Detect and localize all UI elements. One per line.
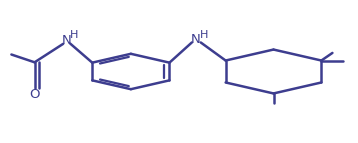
Text: N: N xyxy=(62,34,72,47)
Text: H: H xyxy=(200,30,208,40)
Text: N: N xyxy=(191,33,201,46)
Text: H: H xyxy=(70,30,79,40)
Text: O: O xyxy=(29,88,40,101)
